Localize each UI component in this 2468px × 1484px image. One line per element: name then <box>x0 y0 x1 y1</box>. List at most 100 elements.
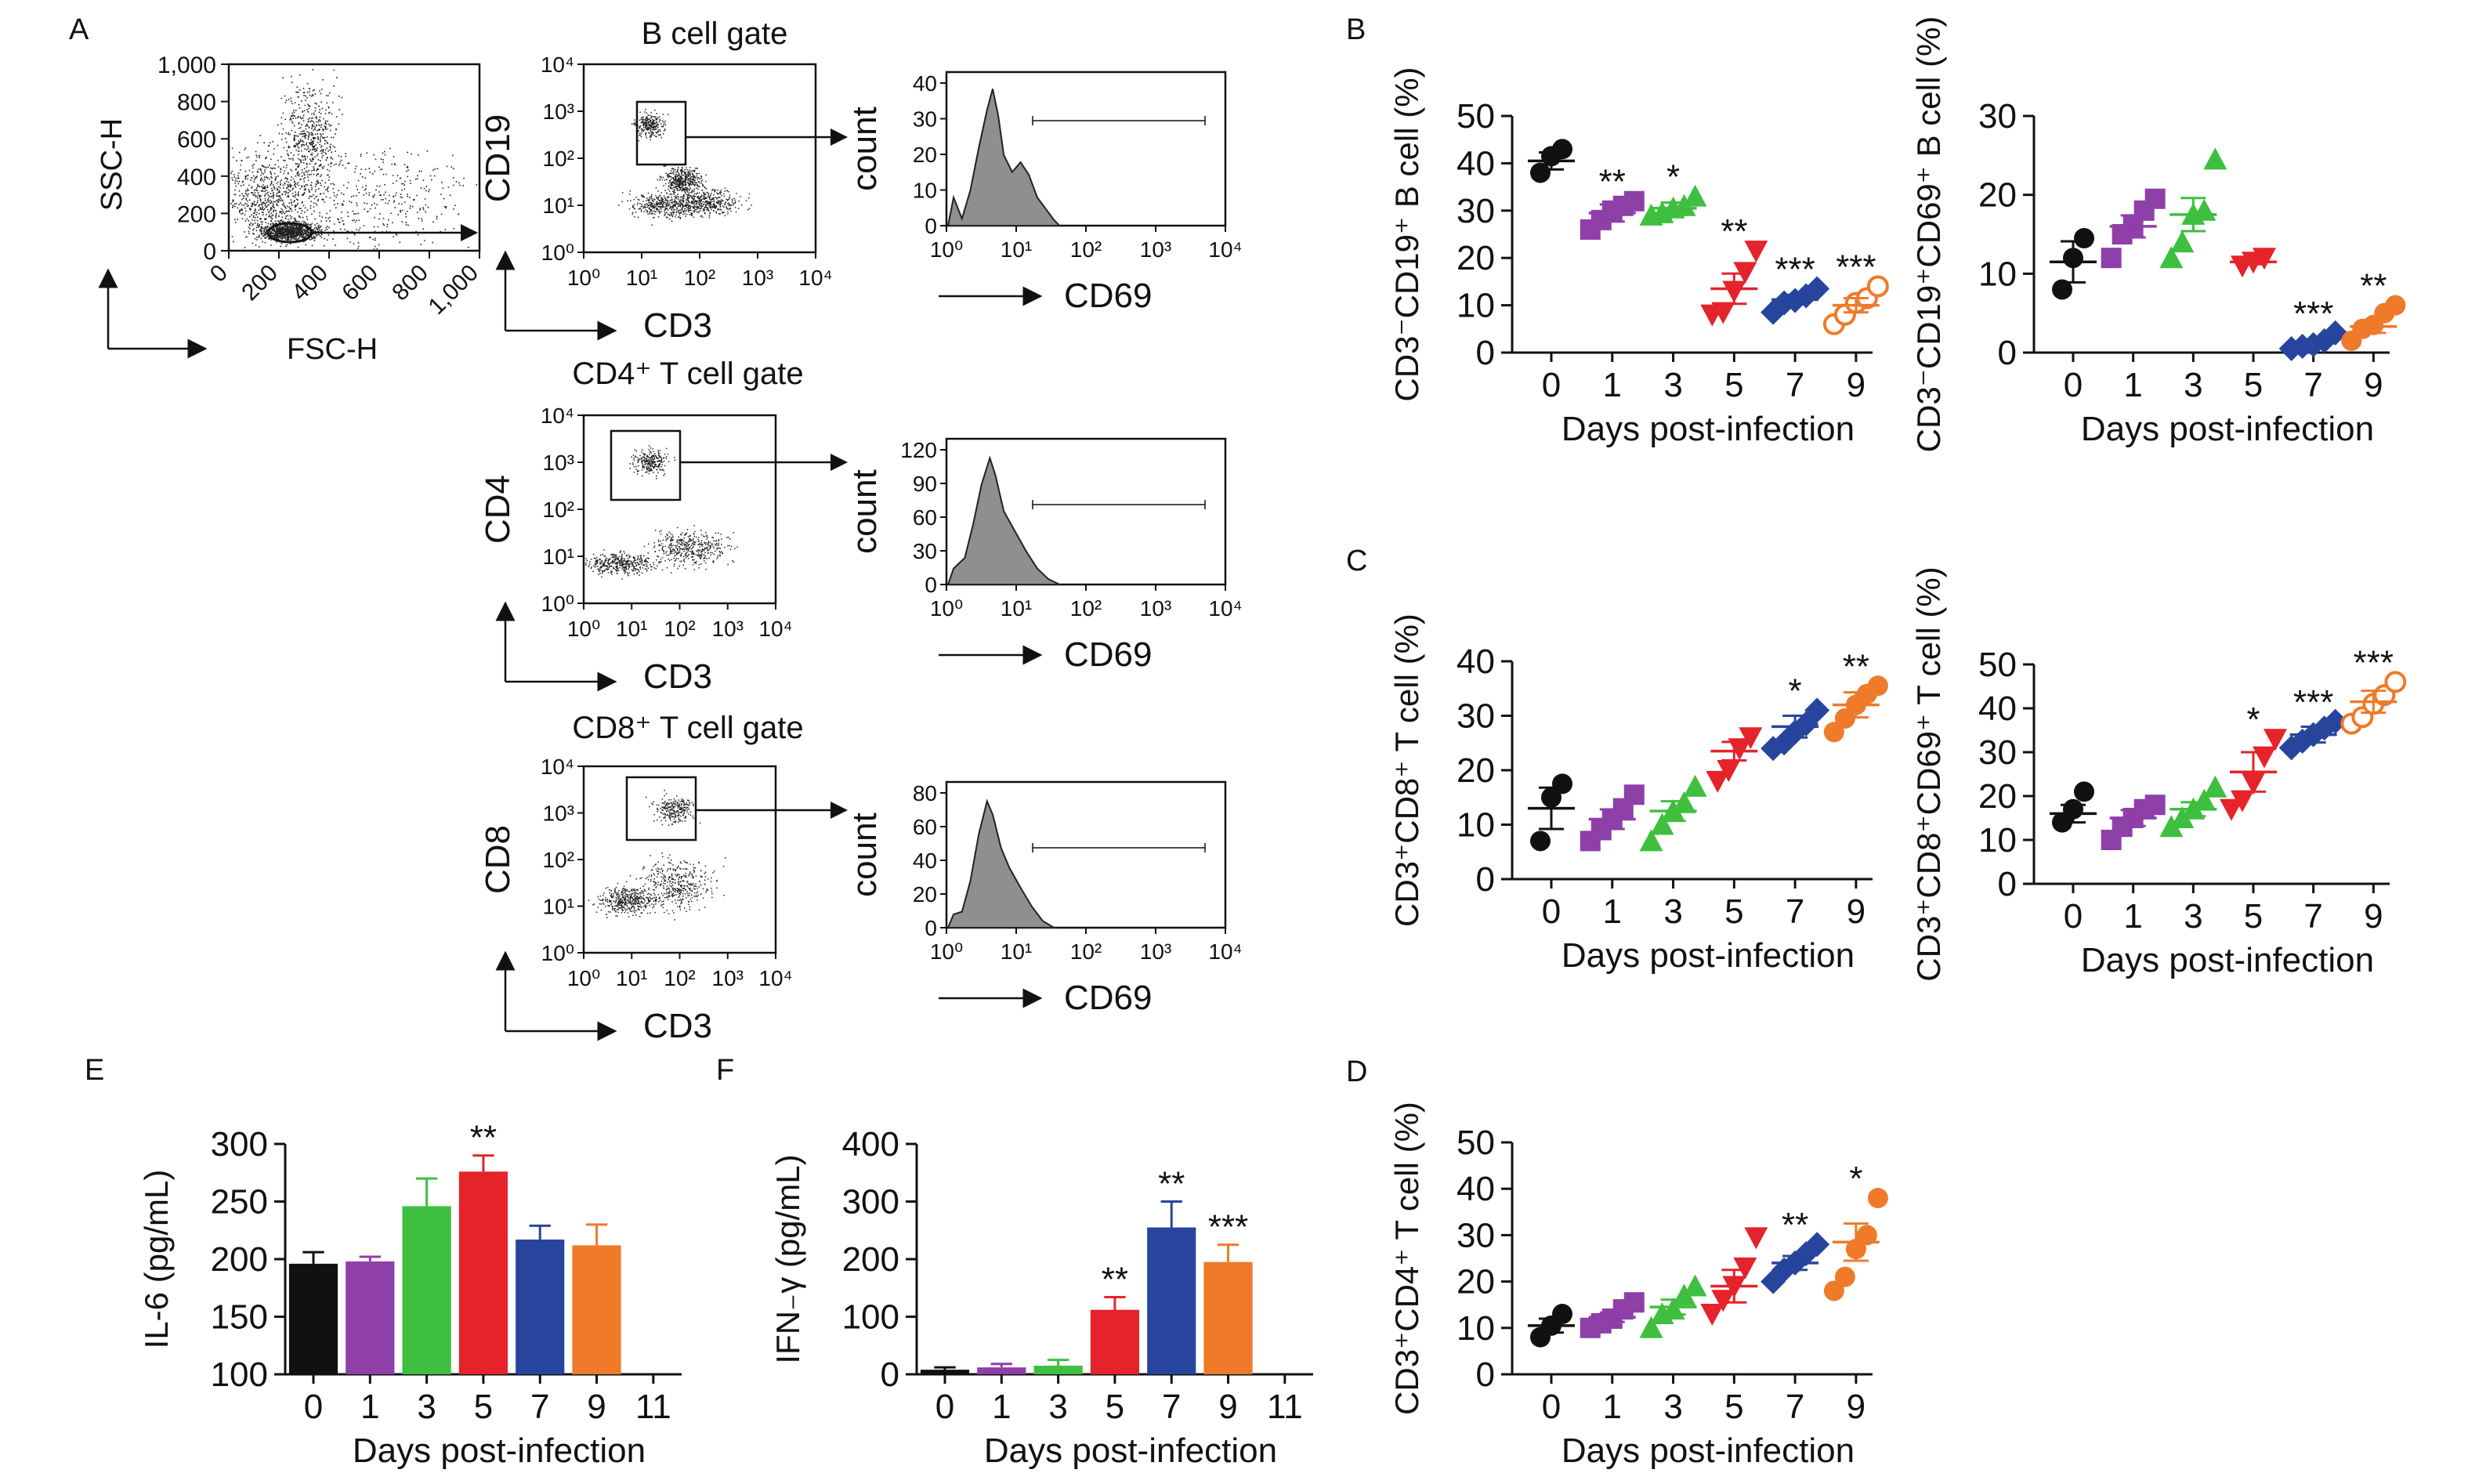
bar <box>920 1370 970 1374</box>
hist-ylabel: count <box>845 107 884 191</box>
x-tick-label: 9 <box>1847 366 1865 404</box>
bar <box>458 1171 508 1374</box>
x-tick-label: 9 <box>2364 897 2383 936</box>
histogram-area <box>946 798 1057 928</box>
significance-stars: ** <box>1599 163 1626 201</box>
data-point <box>1856 1225 1877 1246</box>
data-point <box>2170 230 2195 253</box>
gate-dot-plot-frame <box>582 63 817 254</box>
x-tick-label: 3 <box>2184 897 2202 936</box>
fsc-ytick-label: 1,000 <box>157 52 216 78</box>
chart-e: 100 150 200 250 300 IL-6 (pg/mL) 0 1 3 5 7 9 11 ** Day… <box>138 1119 682 1470</box>
data-point <box>1706 770 1730 793</box>
y-tick-label: 20 <box>1978 777 2017 816</box>
fsc-y-ticks: 1,000 800 600 400 200 0 <box>157 52 229 265</box>
hist-xtick-label: 10² <box>1070 237 1102 262</box>
x-tick-label: 7 <box>1786 1388 1804 1426</box>
gate-ytick-label: 10³ <box>543 100 574 124</box>
data-point <box>2074 228 2094 249</box>
y-tick-label: 150 <box>211 1298 268 1337</box>
fsc-xtick-label: 1,000 <box>424 260 483 320</box>
panel-letter-a: A <box>69 13 89 46</box>
hist-xlabel: CD69 <box>1064 635 1153 674</box>
bar <box>1033 1365 1083 1374</box>
gate-xtick-label: 10⁰ <box>567 966 600 990</box>
data-point <box>2220 798 2243 821</box>
significance-stars: *** <box>1208 1208 1248 1247</box>
hist-ytick-label: 60 <box>913 815 937 839</box>
y-tick-label: 20 <box>1457 239 1495 277</box>
y-tick-label: 50 <box>1457 97 1495 136</box>
gate-ytick-label: 10¹ <box>543 194 574 218</box>
data-point <box>1867 675 1888 697</box>
bar <box>346 1261 395 1374</box>
hist-xlabel: CD69 <box>1064 277 1153 315</box>
hist-xtick-label: 10² <box>1070 939 1102 964</box>
gate-ylabel: CD4 <box>479 475 517 544</box>
y-tick-label: 0 <box>1998 865 2017 903</box>
y-axis-label: CD3⁺CD8⁺ T cell (%) <box>1388 614 1425 927</box>
x-tick-label: 0 <box>2064 897 2083 936</box>
hist-xtick-label: 10² <box>1070 596 1102 621</box>
x-tick-label: 7 <box>1162 1388 1181 1426</box>
significance-stars: *** <box>1775 250 1815 288</box>
y-axis-label: CD3⁺CD4⁺ T cell (%) <box>1388 1102 1425 1415</box>
data-point <box>1639 829 1663 852</box>
gate-ytick-label: 10⁴ <box>541 404 574 428</box>
x-tick-label: 3 <box>417 1388 436 1426</box>
data-point <box>2052 279 2072 300</box>
fsc-xtick-label: 200 <box>237 260 283 306</box>
x-tick-label: 3 <box>1048 1388 1067 1426</box>
gate-xlabel: CD3 <box>643 306 712 345</box>
y-tick-label: 0 <box>1998 334 2017 372</box>
data-point <box>2384 671 2407 693</box>
gate-title: B cell gate <box>642 16 788 51</box>
gate-ytick-label: 10¹ <box>543 545 574 569</box>
data-point <box>2144 794 2166 816</box>
gate-xtick-label: 10³ <box>712 966 744 990</box>
x-tick-label: 7 <box>2303 897 2322 936</box>
x-tick-label: 7 <box>1786 366 1804 404</box>
gate-ytick-label: 10⁰ <box>541 941 574 965</box>
y-tick-label: 0 <box>1476 860 1495 899</box>
hist-xtick-label: 10⁰ <box>930 596 963 621</box>
data-point <box>1650 813 1674 835</box>
data-point <box>1866 275 1889 298</box>
gate-ytick-label: 10² <box>543 848 574 872</box>
hist-xtick-label: 10³ <box>1140 237 1171 262</box>
gate-title: CD8⁺ T cell gate <box>572 711 803 745</box>
x-tick-label: 7 <box>1786 892 1804 931</box>
gate-ylabel: CD19 <box>479 114 517 203</box>
significance-stars: * <box>1666 158 1680 197</box>
x-tick-label: 11 <box>1267 1388 1303 1426</box>
y-tick-label: 10 <box>1978 255 2017 293</box>
y-tick-label: 100 <box>211 1356 268 1394</box>
panel-letter-e: E <box>85 1054 104 1087</box>
significance-stars: ** <box>1102 1261 1128 1299</box>
x-axis-label: Days post-infection <box>2081 941 2374 979</box>
y-tick-label: 10 <box>1457 1309 1495 1348</box>
gate-dot-cloud <box>618 108 752 226</box>
hist-ylabel: count <box>845 469 884 554</box>
y-axis-label: CD3⁻CD19⁺ B cell (%) <box>1388 67 1425 401</box>
x-tick-label: 7 <box>530 1388 549 1426</box>
hist-ytick-label: 90 <box>913 472 937 496</box>
x-tick-label: 1 <box>1603 1388 1622 1426</box>
x-axis-label: Days post-infection <box>1561 936 1855 975</box>
panel-letter-d: D <box>1346 1055 1367 1088</box>
gate-ytick-label: 10⁴ <box>541 755 574 779</box>
x-tick-label: 1 <box>2123 366 2142 404</box>
gate-dot-cloud <box>585 445 738 580</box>
y-axis-label: CD3⁺CD8⁺CD69⁺ T cell (%) <box>1910 566 1947 981</box>
data-point <box>1552 139 1572 160</box>
data-point <box>2144 188 2166 209</box>
hist-ytick-label: 0 <box>925 214 937 238</box>
y-tick-label: 20 <box>1978 176 2017 215</box>
x-tick-label: 1 <box>992 1388 1011 1426</box>
gate-box <box>610 429 682 501</box>
x-tick-label: 5 <box>2244 897 2263 936</box>
significance-stars: * <box>1789 672 1802 711</box>
